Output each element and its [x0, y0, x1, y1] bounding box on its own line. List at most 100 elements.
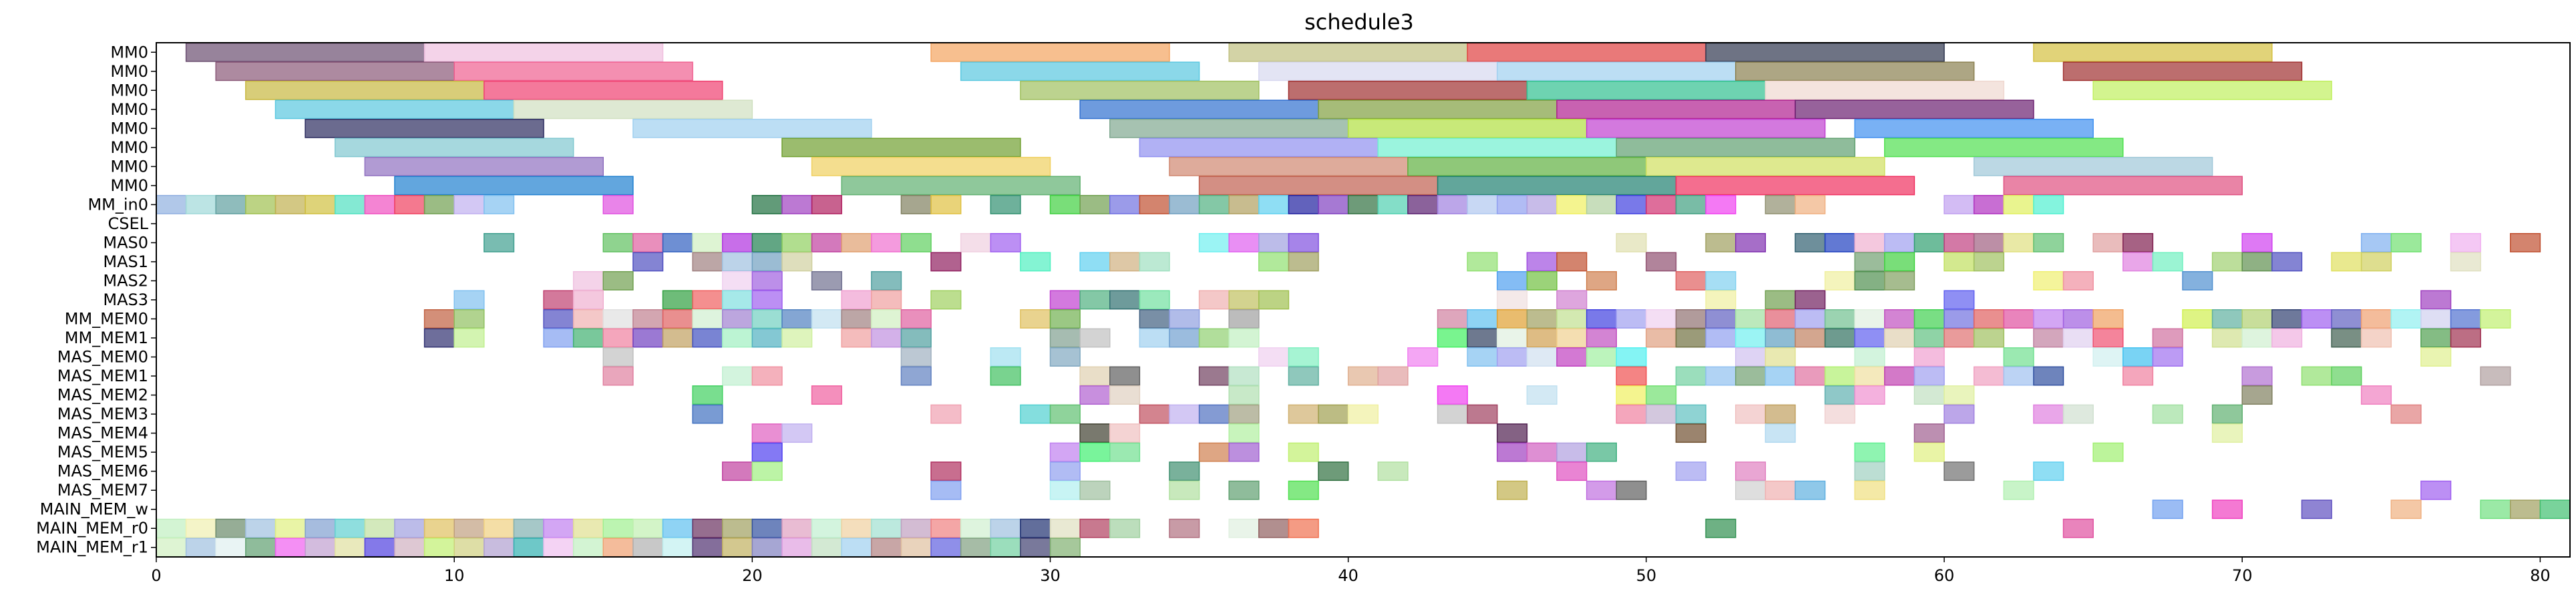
task-bar	[1973, 328, 2005, 348]
task-bar	[513, 518, 544, 538]
bars-layer	[156, 42, 2571, 558]
task-bar	[662, 309, 693, 329]
task-bar	[1795, 366, 1826, 386]
task-bar	[1228, 366, 1260, 386]
task-bar	[990, 194, 1021, 214]
task-bar	[1079, 99, 1319, 120]
task-bar	[2092, 442, 2124, 462]
task-bar	[1020, 404, 1051, 424]
task-bar	[1139, 252, 1170, 272]
task-bar	[1854, 442, 1885, 462]
task-bar	[394, 538, 425, 558]
x-tick-label: 80	[2530, 566, 2551, 585]
task-bar	[1049, 518, 1081, 538]
task-bar	[2510, 499, 2541, 520]
task-bar	[751, 366, 783, 386]
task-bar	[1675, 176, 1915, 196]
task-bar	[900, 518, 932, 538]
task-bar	[1705, 194, 1736, 214]
task-bar	[1556, 309, 1588, 329]
task-bar	[1497, 442, 1528, 462]
task-bar	[1079, 385, 1111, 405]
task-bar	[632, 328, 664, 348]
task-bar	[990, 366, 1021, 386]
task-bar	[1169, 328, 1200, 348]
task-bar	[751, 328, 783, 348]
task-bar	[871, 290, 902, 310]
task-bar	[1586, 480, 1617, 500]
task-bar	[1228, 423, 1260, 443]
task-bar	[960, 538, 992, 558]
task-bar	[1258, 518, 1290, 538]
task-bar	[1824, 385, 1855, 405]
task-bar	[1407, 347, 1439, 367]
task-bar	[334, 194, 366, 214]
task-bar	[334, 538, 366, 558]
task-bar	[274, 538, 306, 558]
task-bar	[632, 538, 664, 558]
task-bar	[930, 252, 962, 272]
task-bar	[1586, 271, 1617, 290]
task-bar	[1049, 461, 1081, 481]
task-bar	[572, 538, 604, 558]
task-bar	[245, 80, 485, 100]
task-bar	[721, 461, 753, 481]
x-tick-label: 40	[1338, 566, 1358, 585]
task-bar	[602, 328, 634, 348]
task-bar	[1109, 194, 1141, 214]
task-bar	[453, 538, 485, 558]
task-bar	[1288, 404, 1319, 424]
task-bar	[453, 328, 485, 348]
task-bar	[1049, 194, 1081, 214]
task-bar	[1586, 118, 1826, 138]
task-bar	[1705, 290, 1736, 310]
task-bar	[841, 290, 872, 310]
task-bar	[2182, 309, 2213, 329]
task-bar	[1437, 385, 1468, 405]
task-bar	[1228, 194, 1260, 214]
task-bar	[2360, 233, 2392, 252]
task-bar	[721, 233, 753, 252]
task-bar	[2122, 252, 2154, 272]
task-bar	[930, 538, 962, 558]
task-bar	[1497, 480, 1528, 500]
task-bar	[1734, 61, 1975, 81]
task-bar	[602, 194, 634, 214]
task-bar	[2033, 366, 2064, 386]
y-tick-label: MM0	[110, 100, 148, 119]
task-bar	[2003, 366, 2034, 386]
task-bar	[394, 194, 425, 214]
task-bar	[1646, 252, 1677, 272]
task-bar	[1913, 309, 1945, 329]
task-bar	[1049, 538, 1081, 558]
task-bar	[1288, 347, 1319, 367]
task-bar	[1347, 404, 1379, 424]
task-bar	[1139, 138, 1379, 158]
task-bar	[484, 538, 515, 558]
task-bar	[156, 194, 187, 214]
task-bar	[1884, 138, 2124, 158]
task-bar	[692, 538, 723, 558]
y-tick-label: MAS_MEM3	[57, 405, 148, 423]
task-bar	[2241, 252, 2273, 272]
task-bar	[2062, 309, 2094, 329]
x-tick-label: 70	[2232, 566, 2253, 585]
task-bar	[1377, 138, 1617, 158]
task-bar	[692, 290, 723, 310]
task-bar	[1049, 328, 1081, 348]
task-bar	[2211, 328, 2243, 348]
task-bar	[394, 176, 634, 196]
task-bar	[215, 194, 246, 214]
task-bar	[930, 480, 962, 500]
task-bar	[751, 194, 783, 214]
task-bar	[1616, 347, 1647, 367]
task-bar	[2122, 233, 2154, 252]
task-bar	[1079, 328, 1111, 348]
x-tick-label: 20	[742, 566, 763, 585]
task-bar	[811, 518, 842, 538]
task-bar	[2301, 499, 2332, 520]
task-bar	[1556, 252, 1588, 272]
task-bar	[1139, 309, 1170, 329]
task-bar	[2152, 252, 2183, 272]
task-bar	[751, 461, 783, 481]
